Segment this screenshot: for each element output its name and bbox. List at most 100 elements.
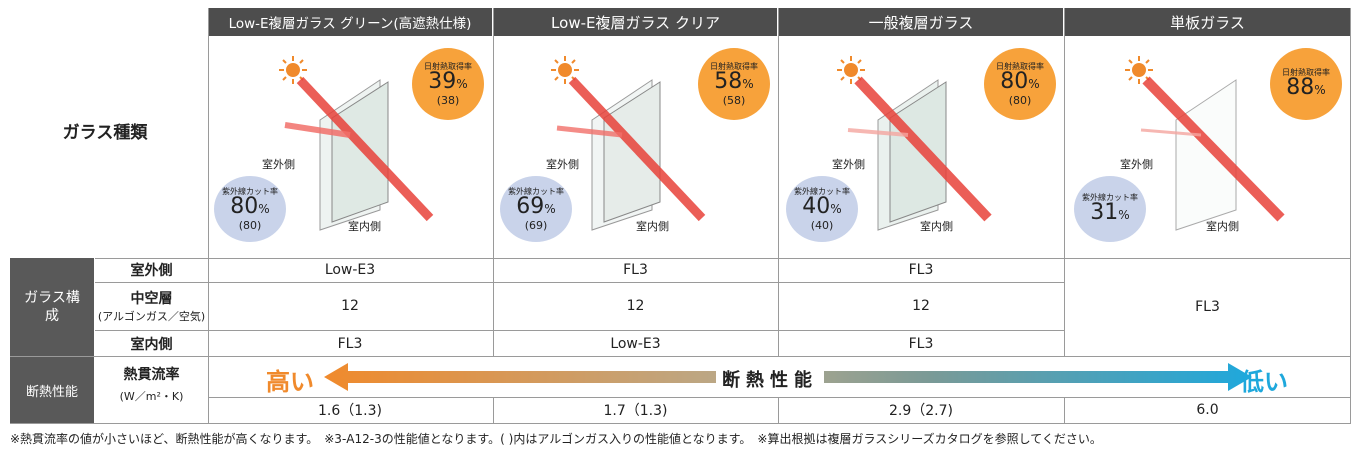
- solar-gain-unit: %: [1028, 76, 1040, 91]
- u-value-4: 6.0: [1196, 402, 1219, 418]
- footnote: ※熱貫流率の値が小さいほど、断熱性能が高くなります。 ※3-A12-3の性能値と…: [10, 432, 1102, 446]
- grid-line: [493, 397, 494, 424]
- outside-label: 室外側: [832, 158, 865, 171]
- grid-line: [778, 397, 779, 424]
- sun-icon: [278, 55, 308, 85]
- uv-cut-sub: (69): [524, 218, 548, 232]
- outside-label: 室外側: [546, 158, 579, 171]
- solar-gain-value: 80: [1000, 68, 1029, 94]
- solar-gain-badge: 日射熱取得率 80% (80): [984, 48, 1056, 120]
- solar-gain-value: 58: [714, 68, 743, 94]
- outside-label: 室外側: [1120, 158, 1153, 171]
- uv-cut-sub: (80): [238, 218, 262, 232]
- uv-cut-label: 紫外線カット率: [1082, 192, 1138, 202]
- row-label-inner: 室内側: [130, 336, 173, 353]
- uv-cut-unit: %: [1118, 207, 1130, 222]
- uv-cut-value: 40: [802, 193, 831, 219]
- u-value-2: 1.7（1.3): [603, 403, 668, 419]
- row-label-air: 中空層 (アルゴンガス／空気): [95, 282, 208, 330]
- uv-cut-badge: 紫外線カット率 80% (80): [214, 176, 286, 242]
- solar-gain-badge: 日射熱取得率 88%: [1270, 48, 1342, 120]
- row-label-air-title: 中空層: [130, 291, 173, 307]
- grid-line: [95, 282, 1065, 283]
- uv-cut-unit: %: [258, 201, 270, 216]
- u-value-3: 2.9（2.7): [889, 403, 953, 419]
- inside-label: 室内側: [1206, 220, 1239, 233]
- uv-cut-badge: 紫外線カット率 40% (40): [786, 176, 858, 242]
- solar-gain-unit: %: [742, 76, 754, 91]
- solar-gain-value: 39: [428, 68, 457, 94]
- uv-cut-value: 69: [516, 193, 545, 219]
- grid-line: [208, 258, 209, 424]
- grid-line: [1350, 8, 1351, 424]
- uv-cut-label: 紫外線カット率: [508, 186, 564, 196]
- solar-gain-label: 日射熱取得率: [996, 61, 1044, 71]
- glass-diagram: [847, 76, 992, 231]
- insulation-center-label: 断熱性能: [716, 366, 824, 392]
- solar-gain-badge: 日射熱取得率 58% (58): [698, 48, 770, 120]
- column-header-3: 一般複層ガラス: [779, 8, 1063, 36]
- comp-air-2: 12: [626, 298, 645, 314]
- u-value-title: 熱貫流率: [123, 367, 180, 383]
- composition-group-label: ガラス構成: [10, 258, 94, 356]
- comp-air-1: 12: [341, 298, 359, 314]
- solar-gain-label: 日射熱取得率: [710, 61, 758, 71]
- comp-inner-2: Low-E3: [610, 335, 661, 352]
- grid-line: [1064, 397, 1065, 424]
- comp-air-3: 12: [912, 298, 930, 314]
- grid-line: [10, 356, 1350, 357]
- glass-diagram: [284, 76, 434, 231]
- glass-diagram: [1140, 76, 1285, 231]
- sun-icon: [550, 55, 580, 85]
- uv-cut-badge: 紫外線カット率 69% (69): [500, 176, 572, 242]
- uv-cut-value: 31: [1090, 199, 1119, 225]
- outside-label: 室外側: [262, 158, 295, 171]
- insulation-group-label: 断熱性能: [10, 357, 94, 423]
- grid-line: [95, 330, 1065, 331]
- grid-line: [1064, 8, 1065, 357]
- inside-label: 室内側: [636, 220, 669, 233]
- solar-gain-sub: (80): [1008, 93, 1032, 107]
- column-header-1: Low-E複層ガラス グリーン(高遮熱仕様): [208, 8, 492, 36]
- grid-line: [95, 258, 1350, 259]
- grid-line: [208, 397, 1350, 398]
- grid-line: [208, 8, 209, 258]
- solar-gain-sub: (38): [436, 93, 460, 107]
- insulation-high-label: 高い: [266, 368, 314, 396]
- row-label-air-sub: (アルゴンガス／空気): [97, 310, 206, 323]
- column-header-4: 単板ガラス: [1065, 8, 1350, 36]
- comp-outer-2: FL3: [623, 262, 648, 278]
- uv-cut-label: 紫外線カット率: [222, 186, 278, 196]
- comp-merged-4: FL3: [1195, 299, 1220, 315]
- uv-cut-label: 紫外線カット率: [794, 186, 850, 196]
- grid-line: [10, 423, 1350, 424]
- grid-line: [493, 8, 494, 357]
- uv-cut-unit: %: [830, 201, 842, 216]
- solar-gain-unit: %: [1314, 82, 1326, 97]
- inside-label: 室内側: [348, 220, 381, 233]
- column-header-2: Low-E複層ガラス クリア: [494, 8, 777, 36]
- insulation-low-label: 低い: [1240, 368, 1288, 396]
- row-label-outer: 室外側: [130, 263, 173, 279]
- solar-gain-sub: (58): [722, 93, 746, 107]
- glass-diagram: [556, 76, 706, 231]
- solar-gain-label: 日射熱取得率: [424, 61, 472, 71]
- uv-cut-value: 80: [230, 193, 259, 219]
- sun-icon: [836, 55, 866, 85]
- u-value-1: 1.6（1.3): [318, 403, 382, 419]
- comp-outer-3: FL3: [908, 262, 934, 278]
- comp-inner-1: FL3: [337, 335, 363, 352]
- solar-gain-value: 88: [1286, 74, 1315, 100]
- row-label-u-value: 熱貫流率 (W／m²・K): [95, 364, 208, 420]
- uv-cut-badge: 紫外線カット率 31%: [1074, 176, 1146, 242]
- grid-line: [778, 8, 779, 357]
- inside-label: 室内側: [920, 220, 953, 233]
- comp-inner-3: FL3: [908, 335, 934, 352]
- solar-gain-badge: 日射熱取得率 39% (38): [412, 48, 484, 120]
- uv-cut-sub: (40): [810, 218, 834, 232]
- glass-type-label: ガラス種類: [62, 122, 148, 143]
- uv-cut-unit: %: [544, 201, 556, 216]
- solar-gain-unit: %: [456, 76, 468, 91]
- comp-outer-1: Low-E3: [324, 262, 376, 278]
- u-value-unit: (W／m²・K): [119, 390, 184, 403]
